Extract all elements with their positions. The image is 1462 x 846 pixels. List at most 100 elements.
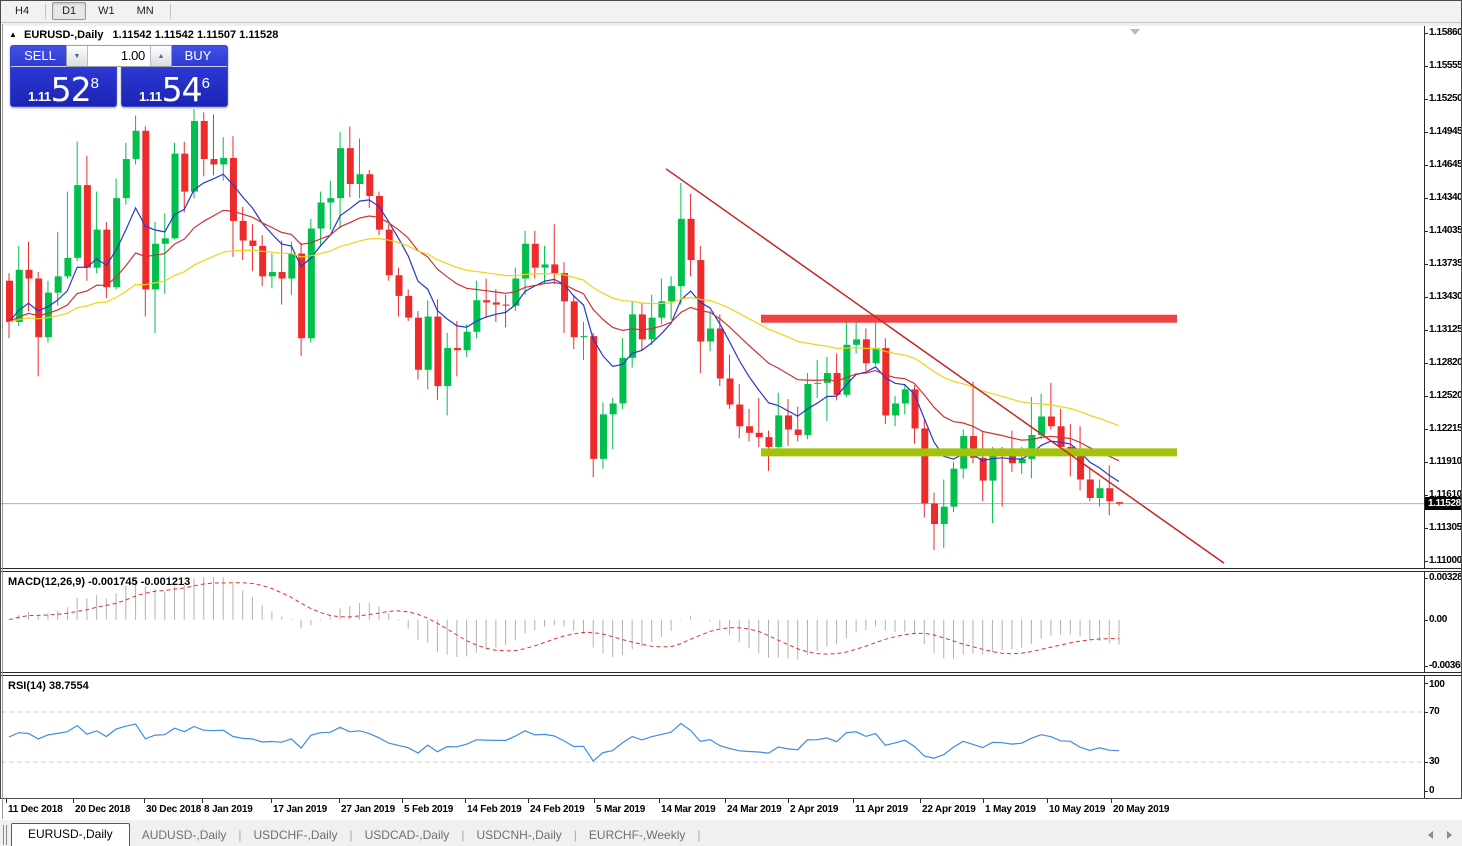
macd-axis-tick xyxy=(1424,666,1428,667)
tab-usdcad-daily[interactable]: USDCAD-,Daily xyxy=(364,828,450,842)
rsi-axis-label: 100 xyxy=(1429,679,1445,690)
time-tick xyxy=(983,799,984,803)
time-tick xyxy=(920,799,921,803)
tab-separator: | xyxy=(349,828,353,842)
macd-label: MACD(12,26,9) -0.001745 -0.001213 xyxy=(8,576,191,588)
price-tick-label: 1.14035 xyxy=(1429,225,1462,237)
tab-separator: | xyxy=(573,828,577,842)
buy-price: 1.11546 xyxy=(122,70,227,109)
time-tick-label: 10 May 2019 xyxy=(1049,804,1106,815)
support-line[interactable] xyxy=(761,448,1177,457)
time-tick-label: 14 Mar 2019 xyxy=(661,804,716,815)
time-tick xyxy=(788,799,789,803)
time-axis[interactable]: 11 Dec 2018 20 Dec 2018 30 Dec 2018 8 Jan 2… xyxy=(0,799,1462,820)
pane-splitter-macd[interactable] xyxy=(0,568,1462,572)
macd-pane[interactable] xyxy=(1,572,1424,672)
time-tick-label: 8 Jan 2019 xyxy=(204,804,253,815)
tab-eurchf-weekly[interactable]: EURCHF-,Weekly xyxy=(588,828,686,842)
tab-scroll-right-icon[interactable] xyxy=(1447,831,1452,839)
tab-audusd-daily[interactable]: AUDUSD-,Daily xyxy=(141,828,227,842)
resistance-line[interactable] xyxy=(761,314,1177,323)
price-tick xyxy=(1424,462,1428,464)
rsi-axis-tick xyxy=(1424,712,1428,713)
tab-usdcnh-daily[interactable]: USDCNH-,Daily xyxy=(476,828,562,842)
ohlc-values: 1.11542 1.11542 1.11507 1.11528 xyxy=(112,29,279,41)
chart-title: ▲ EURUSD-,Daily 1.11542 1.11542 1.11507 … xyxy=(9,29,278,41)
one-click-trading-panel: SELL 1.11528 BUY 1.11546 ▼ 1.00 ▲ xyxy=(10,45,228,109)
tab-scroll-arrows xyxy=(1428,831,1452,839)
price-tick xyxy=(1424,132,1428,134)
price-tick-label: 1.12820 xyxy=(1429,357,1462,369)
price-tick-label: 1.11000 xyxy=(1429,555,1462,566)
time-tick-label: 24 Mar 2019 xyxy=(727,804,782,815)
macd-histogram xyxy=(18,577,1120,660)
sell-price: 1.11528 xyxy=(11,70,116,109)
tab-bar-grip[interactable] xyxy=(3,825,7,845)
buy-price-big: 54 xyxy=(161,70,203,109)
macd-axis-label: -0.003651 xyxy=(1429,660,1462,671)
timeframe-button-h4[interactable]: H4 xyxy=(15,5,30,17)
rsi-axis-label: 70 xyxy=(1429,706,1440,717)
sell-price-prefix: 1.11 xyxy=(28,89,51,104)
rsi-axis-tick xyxy=(1424,683,1428,684)
macd-axis-label: 0.003287 xyxy=(1429,572,1462,583)
price-tick xyxy=(1424,494,1428,496)
price-tick-label: 1.15250 xyxy=(1429,93,1462,105)
tab-scroll-left-icon[interactable] xyxy=(1428,831,1433,839)
tab-separator: | xyxy=(461,828,465,842)
macd-chart-svg xyxy=(8,577,1120,660)
volume-spinner: ▼ 1.00 ▲ xyxy=(66,45,172,67)
tab-separator: | xyxy=(238,828,242,842)
collapse-arrow-icon[interactable]: ▲ xyxy=(9,30,17,39)
symbol-name: EURUSD-,Daily xyxy=(23,29,104,41)
price-tick xyxy=(1424,429,1428,430)
rsi-axis-label: 30 xyxy=(1429,756,1440,767)
time-tick xyxy=(465,799,466,803)
tab-eurusd-daily[interactable]: EURUSD-,Daily xyxy=(11,823,130,846)
volume-decrease-button[interactable]: ▼ xyxy=(67,46,88,66)
time-tick xyxy=(725,799,726,803)
price-tick-label: 1.12520 xyxy=(1429,389,1462,401)
price-tick xyxy=(1424,395,1428,397)
timeframe-button-mn[interactable]: MN xyxy=(136,5,154,17)
current-price-badge: 1.11528 xyxy=(1425,496,1462,510)
rsi-axis-tick xyxy=(1424,791,1428,792)
time-tick-label: 14 Feb 2019 xyxy=(467,804,522,815)
price-tick xyxy=(1424,99,1428,101)
time-tick-label: 27 Jan 2019 xyxy=(341,804,395,815)
price-tick-label: 1.15860 xyxy=(1429,27,1462,38)
rsi-label: RSI(14) 38.7554 xyxy=(8,680,89,692)
chart-tab-bar: EURUSD-,Daily AUDUSD-,Daily | USDCHF-,Daily… xyxy=(0,821,1462,846)
buy-price-prefix: 1.11 xyxy=(139,89,162,104)
time-tick xyxy=(271,799,272,803)
time-tick xyxy=(73,799,74,803)
price-chart-pane[interactable] xyxy=(1,26,1424,568)
timeframe-button-d1[interactable]: D1 xyxy=(52,2,87,20)
rsi-axis-tick xyxy=(1424,762,1428,763)
price-tick xyxy=(1424,297,1428,298)
time-tick xyxy=(1047,799,1048,803)
time-tick xyxy=(853,799,854,803)
price-axis[interactable]: 1.15860 1.15555 1.15250 1.14945 1.14645 1.143… xyxy=(1424,0,1462,820)
price-tick-label: 1.11305 xyxy=(1429,521,1462,533)
price-tick xyxy=(1424,363,1428,365)
macd-axis-tick xyxy=(1424,619,1428,621)
mid-ma-line xyxy=(8,209,1120,462)
volume-increase-button[interactable]: ▲ xyxy=(150,46,171,66)
macd-axis-tick xyxy=(1424,578,1428,579)
chart-shift-marker-icon[interactable] xyxy=(1130,29,1140,35)
rsi-pane[interactable] xyxy=(1,676,1424,798)
price-tick-label: 1.14945 xyxy=(1429,126,1462,138)
price-tick xyxy=(1424,165,1428,166)
pane-splitter-rsi[interactable] xyxy=(0,672,1462,676)
time-tick-label: 5 Mar 2019 xyxy=(596,804,646,815)
timeframe-button-w1[interactable]: W1 xyxy=(98,5,115,17)
descending-trendline[interactable] xyxy=(665,168,1225,564)
tab-usdchf-daily[interactable]: USDCHF-,Daily xyxy=(253,828,338,842)
time-tick-label: 1 May 2019 xyxy=(985,804,1036,815)
time-tick xyxy=(659,799,660,803)
volume-input[interactable]: 1.00 xyxy=(120,48,145,63)
price-tick xyxy=(1424,527,1428,529)
time-axis-line xyxy=(0,798,1462,799)
